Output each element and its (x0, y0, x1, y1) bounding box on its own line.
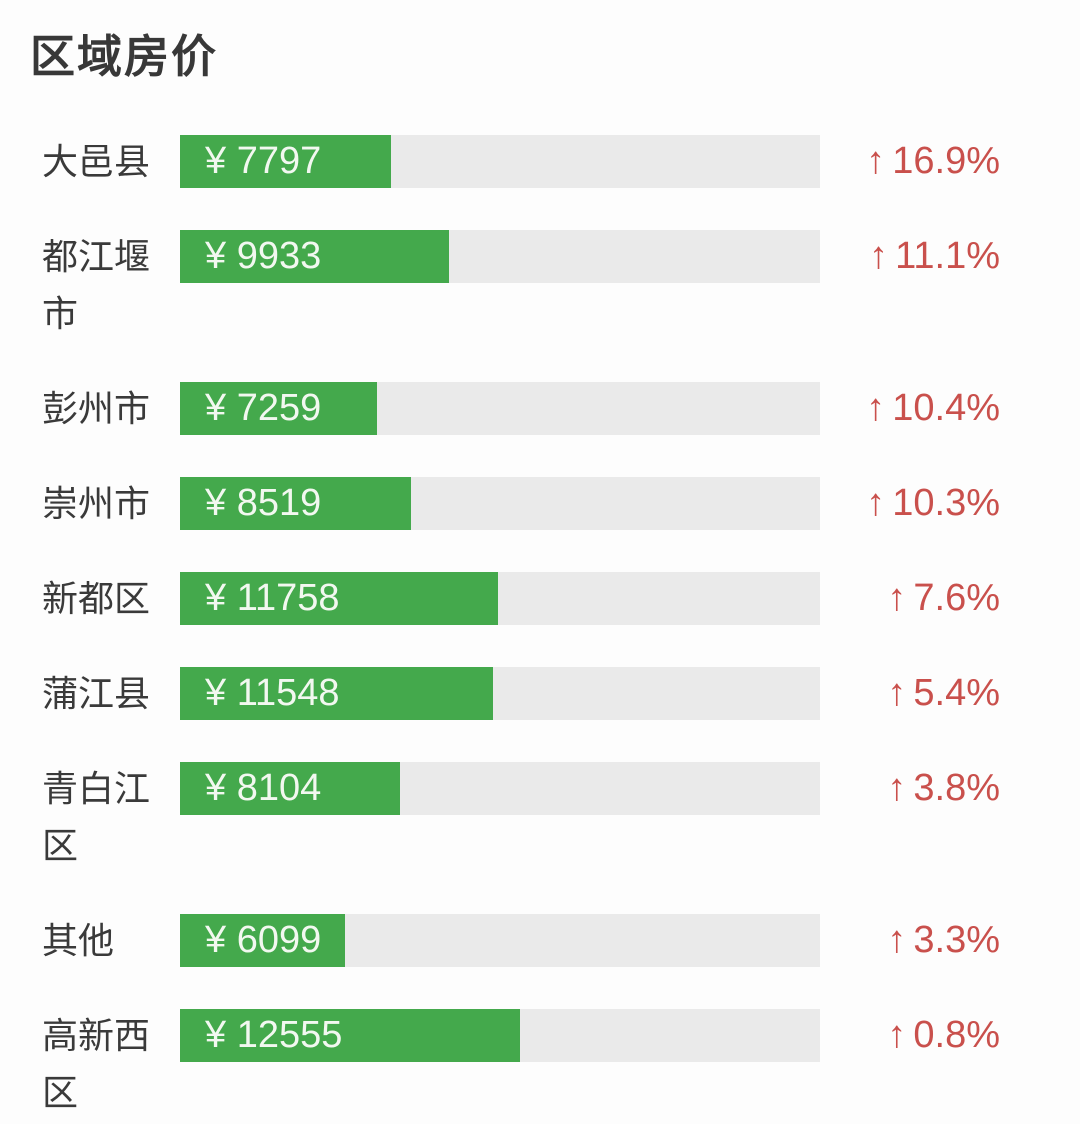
price-value: ¥ 11548 (205, 672, 340, 714)
price-bar-fill: ¥ 12555 (180, 1009, 521, 1062)
price-change: ↑ 11.1% (820, 228, 1000, 285)
price-value: ¥ 12555 (205, 1014, 343, 1056)
region-label: 崇州市 (42, 483, 151, 524)
change-value: 5.4% (913, 672, 1000, 714)
change-value: 10.3% (892, 482, 1000, 524)
price-change: ↑ 5.4% (820, 665, 1000, 722)
region-row: 其他 ¥ 6099 ↑ 3.3% (42, 912, 1000, 969)
region-label: 蒲江县 (42, 673, 151, 714)
region-row: 彭州市 ¥ 7259 ↑ 10.4% (42, 380, 1000, 437)
region-row: 蒲江县 ¥ 11548 ↑ 5.4% (42, 665, 1000, 722)
region-label: 新都区 (42, 578, 151, 619)
price-value: ¥ 9933 (205, 235, 322, 277)
price-bar-track: ¥ 6099 (180, 914, 820, 967)
price-bar-track: ¥ 9933 (180, 230, 820, 283)
price-bar-track: ¥ 8104 (180, 762, 820, 815)
price-bar-track: ¥ 11758 (180, 572, 820, 625)
price-bar-track: ¥ 7259 (180, 382, 820, 435)
page-title: 区域房价 (30, 31, 219, 82)
up-arrow-icon: ↑ (866, 387, 886, 429)
price-change: ↑ 10.4% (820, 380, 1000, 437)
price-bar-fill: ¥ 7797 (180, 135, 392, 188)
region-label: 都江堰市 (42, 236, 151, 334)
up-arrow-icon: ↑ (887, 577, 907, 619)
price-bar-fill: ¥ 8519 (180, 477, 411, 530)
up-arrow-icon: ↑ (887, 919, 907, 961)
region-label: 高新西区 (42, 1015, 151, 1113)
region-list: 大邑县 ¥ 7797 ↑ 16.9% 都江堰市 ¥ 9933 ↑ 11.1% 彭州市… (42, 133, 1000, 1121)
region-label: 其他 (42, 920, 115, 961)
price-change: ↑ 3.8% (820, 760, 1000, 817)
up-arrow-icon: ↑ (887, 767, 907, 809)
up-arrow-icon: ↑ (869, 235, 889, 277)
region-row: 青白江区 ¥ 8104 ↑ 3.8% (42, 760, 1000, 874)
change-value: 10.4% (892, 387, 1000, 429)
price-bar-track: ¥ 7797 (180, 135, 820, 188)
change-value: 7.6% (913, 577, 1000, 619)
region-row: 都江堰市 ¥ 9933 ↑ 11.1% (42, 228, 1000, 342)
change-value: 11.1% (895, 235, 1000, 277)
region-row: 高新西区 ¥ 12555 ↑ 0.8% (42, 1007, 1000, 1121)
up-arrow-icon: ↑ (866, 140, 886, 182)
region-row: 新都区 ¥ 11758 ↑ 7.6% (42, 570, 1000, 627)
price-bar-track: ¥ 11548 (180, 667, 820, 720)
price-bar-fill: ¥ 7259 (180, 382, 377, 435)
price-value: ¥ 8104 (205, 767, 322, 809)
change-value: 16.9% (892, 140, 1000, 182)
region-row: 大邑县 ¥ 7797 ↑ 16.9% (42, 133, 1000, 190)
price-bar-track: ¥ 12555 (180, 1009, 820, 1062)
price-bar-fill: ¥ 8104 (180, 762, 400, 815)
price-bar-track: ¥ 8519 (180, 477, 820, 530)
price-value: ¥ 8519 (205, 482, 322, 524)
region-row: 崇州市 ¥ 8519 ↑ 10.3% (42, 475, 1000, 532)
price-change: ↑ 16.9% (820, 133, 1000, 190)
price-change: ↑ 0.8% (820, 1007, 1000, 1064)
price-change: ↑ 3.3% (820, 912, 1000, 969)
region-label: 大邑县 (42, 141, 151, 182)
up-arrow-icon: ↑ (887, 1014, 907, 1056)
price-bar-fill: ¥ 11548 (180, 667, 493, 720)
price-value: ¥ 11758 (205, 577, 340, 619)
change-value: 0.8% (913, 1014, 1000, 1056)
up-arrow-icon: ↑ (887, 672, 907, 714)
region-label: 青白江区 (42, 768, 151, 866)
price-bar-fill: ¥ 6099 (180, 914, 346, 967)
change-value: 3.3% (913, 919, 1000, 961)
up-arrow-icon: ↑ (866, 482, 886, 524)
price-value: ¥ 7797 (205, 140, 322, 182)
price-change: ↑ 10.3% (820, 475, 1000, 532)
price-bar-fill: ¥ 9933 (180, 230, 450, 283)
price-bar-fill: ¥ 11758 (180, 572, 499, 625)
price-value: ¥ 6099 (205, 919, 322, 961)
price-value: ¥ 7259 (205, 387, 322, 429)
region-label: 彭州市 (42, 388, 151, 429)
price-change: ↑ 7.6% (820, 570, 1000, 627)
change-value: 3.8% (913, 767, 1000, 809)
